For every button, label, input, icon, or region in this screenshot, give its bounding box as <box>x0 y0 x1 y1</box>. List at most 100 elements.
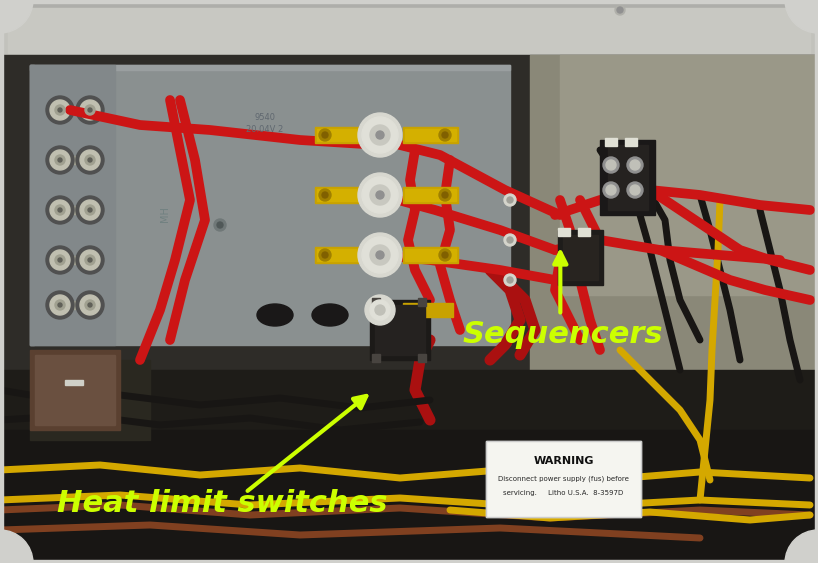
Bar <box>0 0 818 55</box>
Circle shape <box>80 250 100 270</box>
Bar <box>605 138 617 146</box>
Circle shape <box>322 192 328 198</box>
Circle shape <box>376 131 384 139</box>
Circle shape <box>627 157 643 173</box>
Circle shape <box>319 189 331 201</box>
Text: 20.04V 2: 20.04V 2 <box>246 125 284 134</box>
Circle shape <box>217 222 223 228</box>
Circle shape <box>55 255 65 265</box>
Circle shape <box>322 132 328 138</box>
Circle shape <box>319 129 331 141</box>
Circle shape <box>362 117 398 153</box>
Circle shape <box>358 233 402 277</box>
Bar <box>315 247 370 263</box>
Bar <box>60 206 90 214</box>
Text: Heat limit switches: Heat limit switches <box>57 489 388 519</box>
Circle shape <box>603 157 619 173</box>
Circle shape <box>504 234 516 246</box>
Circle shape <box>442 192 448 198</box>
Circle shape <box>365 295 395 325</box>
Bar <box>60 156 90 164</box>
Circle shape <box>50 250 70 270</box>
Bar <box>403 187 458 203</box>
Bar <box>60 256 90 264</box>
Circle shape <box>76 146 104 174</box>
Bar <box>8 8 810 53</box>
Circle shape <box>507 237 513 243</box>
Circle shape <box>88 158 92 162</box>
Circle shape <box>58 108 62 112</box>
Circle shape <box>46 291 74 319</box>
Circle shape <box>358 173 402 217</box>
Circle shape <box>85 255 95 265</box>
Circle shape <box>85 205 95 215</box>
Circle shape <box>322 252 328 258</box>
Bar <box>30 65 115 345</box>
Circle shape <box>376 251 384 259</box>
Bar <box>30 350 120 430</box>
Circle shape <box>76 96 104 124</box>
Circle shape <box>319 249 331 261</box>
Circle shape <box>55 105 65 115</box>
Circle shape <box>615 5 625 15</box>
Circle shape <box>80 150 100 170</box>
Text: Disconnect power supply (fus) before: Disconnect power supply (fus) before <box>498 476 629 482</box>
Bar <box>403 127 458 143</box>
Bar <box>375 305 425 355</box>
Circle shape <box>627 182 643 198</box>
Circle shape <box>88 258 92 262</box>
Bar <box>30 65 510 70</box>
Circle shape <box>370 185 390 205</box>
Circle shape <box>46 146 74 174</box>
Circle shape <box>504 194 516 206</box>
Circle shape <box>55 205 65 215</box>
Circle shape <box>442 132 448 138</box>
Bar <box>317 189 368 201</box>
Circle shape <box>507 197 513 203</box>
Bar <box>530 55 818 563</box>
Circle shape <box>55 155 65 165</box>
Circle shape <box>58 208 62 212</box>
Circle shape <box>85 155 95 165</box>
Circle shape <box>46 246 74 274</box>
Bar <box>0 370 818 563</box>
Bar <box>0 560 818 563</box>
Bar <box>372 298 380 306</box>
Circle shape <box>85 300 95 310</box>
Bar <box>30 65 510 345</box>
Bar <box>486 441 641 517</box>
Circle shape <box>88 108 92 112</box>
Bar <box>317 249 368 261</box>
Circle shape <box>58 303 62 307</box>
Bar <box>403 303 453 317</box>
Text: WARNING: WARNING <box>533 456 594 466</box>
Circle shape <box>439 189 451 201</box>
Bar <box>372 354 380 362</box>
Circle shape <box>439 249 451 261</box>
Circle shape <box>375 305 385 315</box>
Circle shape <box>370 125 390 145</box>
Circle shape <box>617 7 623 13</box>
Bar <box>560 55 818 295</box>
Circle shape <box>50 100 70 120</box>
Circle shape <box>80 295 100 315</box>
Bar <box>558 230 603 285</box>
Bar <box>60 301 90 309</box>
Bar <box>403 247 458 263</box>
Circle shape <box>442 252 448 258</box>
Bar <box>30 65 510 345</box>
Bar <box>600 140 655 215</box>
Circle shape <box>370 245 390 265</box>
Text: MH: MH <box>160 206 170 222</box>
Bar <box>317 129 368 141</box>
Circle shape <box>603 182 619 198</box>
Circle shape <box>46 96 74 124</box>
Circle shape <box>630 160 640 170</box>
Circle shape <box>370 300 390 320</box>
Circle shape <box>376 191 384 199</box>
Bar <box>608 145 648 210</box>
Text: Sequencers: Sequencers <box>462 320 663 350</box>
Circle shape <box>85 105 95 115</box>
Circle shape <box>88 208 92 212</box>
Text: 9540: 9540 <box>254 113 276 122</box>
